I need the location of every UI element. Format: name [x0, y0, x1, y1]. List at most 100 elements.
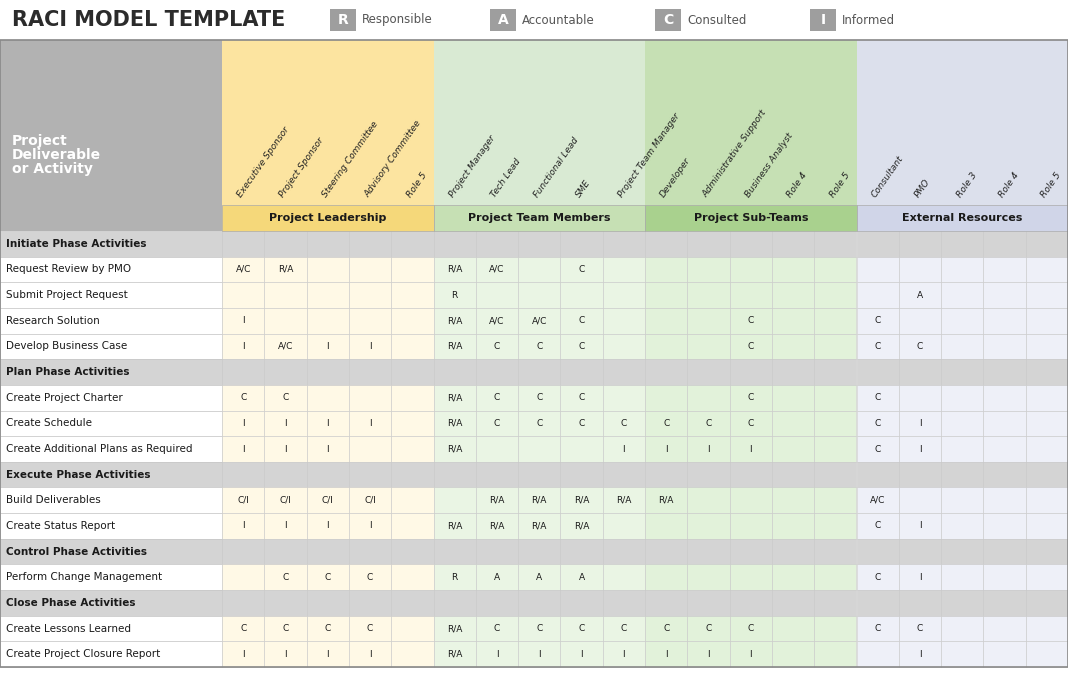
Bar: [688, 385, 729, 410]
Bar: [984, 410, 1025, 436]
Bar: [434, 205, 645, 231]
Bar: [857, 308, 899, 333]
Bar: [688, 616, 729, 641]
Bar: [476, 231, 518, 256]
Bar: [561, 513, 602, 539]
Bar: [561, 256, 602, 282]
Bar: [476, 590, 518, 616]
Bar: [307, 231, 349, 256]
Bar: [0, 359, 222, 385]
Bar: [772, 487, 814, 513]
Bar: [941, 308, 984, 333]
Bar: [222, 282, 264, 308]
Text: C: C: [579, 342, 584, 351]
Bar: [729, 282, 772, 308]
Bar: [307, 462, 349, 487]
Bar: [899, 333, 941, 359]
Bar: [941, 410, 984, 436]
Bar: [0, 667, 1068, 675]
Bar: [264, 333, 307, 359]
Bar: [349, 564, 391, 590]
Bar: [264, 385, 307, 410]
Bar: [857, 462, 899, 487]
Bar: [729, 231, 772, 256]
Bar: [984, 282, 1025, 308]
Bar: [814, 359, 857, 385]
Bar: [476, 564, 518, 590]
Text: Perform Change Management: Perform Change Management: [6, 572, 162, 583]
Bar: [349, 487, 391, 513]
Bar: [349, 333, 391, 359]
Bar: [561, 308, 602, 333]
Text: C: C: [536, 419, 543, 428]
Bar: [941, 487, 984, 513]
Bar: [349, 308, 391, 333]
Bar: [307, 590, 349, 616]
Text: Project Manager: Project Manager: [447, 134, 497, 199]
Bar: [984, 641, 1025, 667]
Bar: [984, 359, 1025, 385]
Text: Project Leadership: Project Leadership: [269, 213, 387, 223]
Bar: [391, 308, 434, 333]
Bar: [264, 616, 307, 641]
Bar: [222, 385, 264, 410]
Bar: [349, 590, 391, 616]
Bar: [729, 359, 772, 385]
Bar: [688, 333, 729, 359]
Text: Responsible: Responsible: [362, 14, 433, 26]
Text: A/C: A/C: [489, 265, 505, 274]
Bar: [518, 256, 561, 282]
Text: Request Review by PMO: Request Review by PMO: [6, 265, 131, 275]
Bar: [0, 436, 222, 462]
Bar: [561, 436, 602, 462]
Bar: [264, 410, 307, 436]
Text: Create Project Closure Report: Create Project Closure Report: [6, 649, 160, 659]
Bar: [814, 513, 857, 539]
Text: R/A: R/A: [447, 394, 462, 402]
Bar: [561, 616, 602, 641]
Bar: [349, 385, 391, 410]
Bar: [307, 513, 349, 539]
Text: I: I: [241, 342, 245, 351]
Text: C: C: [663, 624, 670, 633]
Bar: [857, 256, 899, 282]
Text: C: C: [282, 624, 288, 633]
Bar: [899, 308, 941, 333]
Bar: [264, 359, 307, 385]
Bar: [434, 436, 476, 462]
Bar: [602, 231, 645, 256]
Bar: [857, 616, 899, 641]
Bar: [391, 616, 434, 641]
Bar: [518, 487, 561, 513]
Bar: [941, 436, 984, 462]
Bar: [307, 539, 349, 564]
Bar: [349, 256, 391, 282]
Bar: [349, 539, 391, 564]
Text: C: C: [748, 317, 754, 325]
Bar: [391, 333, 434, 359]
Text: C: C: [493, 624, 500, 633]
Bar: [391, 590, 434, 616]
Bar: [0, 385, 222, 410]
Bar: [518, 410, 561, 436]
Bar: [899, 256, 941, 282]
Bar: [984, 436, 1025, 462]
Bar: [984, 256, 1025, 282]
Text: I: I: [918, 649, 922, 659]
Text: Create Additional Plans as Required: Create Additional Plans as Required: [6, 444, 192, 454]
Text: A/C: A/C: [489, 317, 505, 325]
Bar: [857, 385, 899, 410]
Text: R/A: R/A: [574, 496, 590, 505]
Bar: [264, 462, 307, 487]
Text: A/C: A/C: [235, 265, 251, 274]
Bar: [772, 590, 814, 616]
Bar: [0, 641, 222, 667]
Bar: [434, 616, 476, 641]
Text: A: A: [536, 572, 543, 582]
Bar: [857, 436, 899, 462]
Bar: [941, 590, 984, 616]
Bar: [729, 333, 772, 359]
Text: C: C: [493, 342, 500, 351]
Bar: [391, 462, 434, 487]
Bar: [857, 641, 899, 667]
